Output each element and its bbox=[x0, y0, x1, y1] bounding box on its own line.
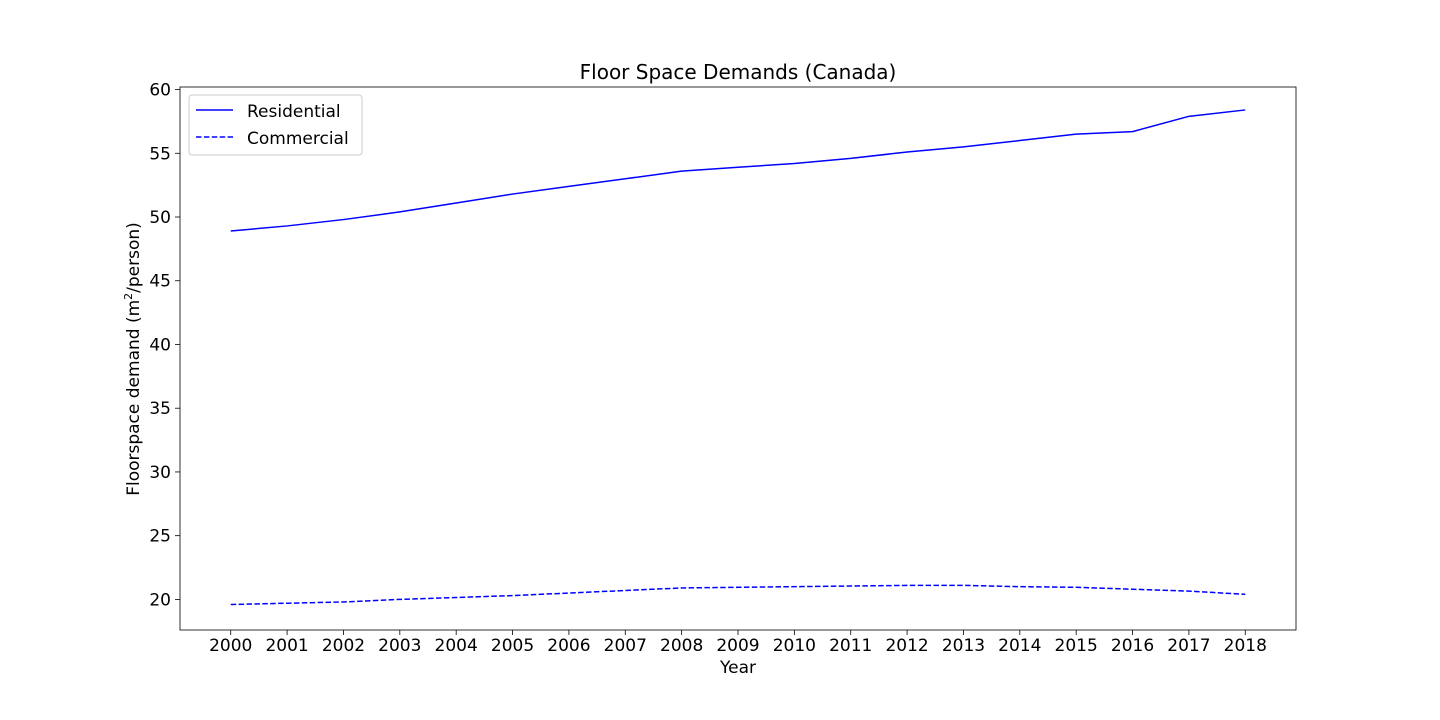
x-tick-label-2012: 2012 bbox=[885, 636, 928, 656]
x-tick-label-2006: 2006 bbox=[547, 636, 590, 656]
y-tick-label-50: 50 bbox=[149, 208, 171, 228]
y-tick-label-40: 40 bbox=[149, 335, 171, 355]
x-tick-label-2008: 2008 bbox=[660, 636, 703, 656]
series-line-commercial bbox=[230, 584, 1246, 606]
y-tick-label-30: 30 bbox=[149, 463, 171, 483]
x-tick-label-2005: 2005 bbox=[491, 636, 534, 656]
x-tick-label-2010: 2010 bbox=[773, 636, 816, 656]
y-tick-label-55: 55 bbox=[149, 144, 171, 164]
y-tick-label-45: 45 bbox=[149, 272, 171, 292]
y-tick-label-20: 20 bbox=[149, 590, 171, 610]
x-tick-label-2000: 2000 bbox=[209, 636, 252, 656]
x-tick-label-2001: 2001 bbox=[265, 636, 308, 656]
y-axis-label-superscript: 2 bbox=[122, 293, 135, 300]
x-tick-label-2016: 2016 bbox=[1111, 636, 1154, 656]
chart-title: Floor Space Demands (Canada) bbox=[580, 60, 897, 84]
x-tick-label-2002: 2002 bbox=[322, 636, 365, 656]
x-tick-label-2009: 2009 bbox=[716, 636, 759, 656]
x-tick-label-2015: 2015 bbox=[1055, 636, 1098, 656]
x-tick-label-2018: 2018 bbox=[1224, 636, 1267, 656]
y-tick-label-60: 60 bbox=[149, 81, 171, 101]
x-tick-label-2011: 2011 bbox=[829, 636, 872, 656]
y-axis-label: Floorspace demand (m2/person) bbox=[122, 222, 144, 496]
legend: Residential Commercial bbox=[188, 94, 363, 156]
x-tick-label-2007: 2007 bbox=[604, 636, 647, 656]
legend-label-residential: Residential bbox=[247, 102, 341, 122]
y-tick-label-35: 35 bbox=[149, 399, 171, 419]
x-tick-label-2017: 2017 bbox=[1167, 636, 1210, 656]
x-tick-label-2014: 2014 bbox=[998, 636, 1041, 656]
y-axis-label-main: Floorspace demand (m bbox=[124, 300, 144, 496]
legend-label-commercial: Commercial bbox=[247, 129, 349, 149]
x-tick-label-2013: 2013 bbox=[942, 636, 985, 656]
x-axis-label: Year bbox=[719, 658, 756, 678]
y-axis-label-tail: /person) bbox=[124, 222, 144, 293]
axes: 2000 2001 2002 2003 2004 2005 2006 2007 2008 2009… bbox=[149, 81, 1297, 656]
x-tick-label-2004: 2004 bbox=[435, 636, 478, 656]
y-tick-label-25: 25 bbox=[149, 527, 171, 547]
plot-area bbox=[230, 109, 1246, 606]
x-tick-label-2003: 2003 bbox=[378, 636, 421, 656]
series-line-residential bbox=[230, 109, 1246, 232]
